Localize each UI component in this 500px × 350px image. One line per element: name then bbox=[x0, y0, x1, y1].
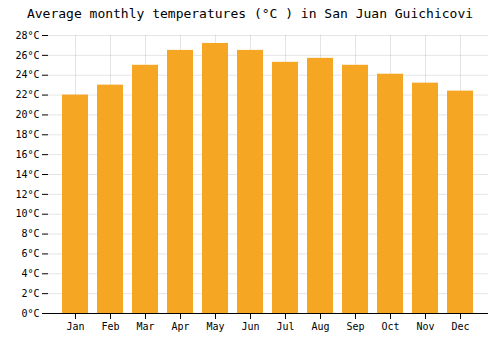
svg-text:14°C: 14°C bbox=[15, 169, 39, 180]
svg-text:20°C: 20°C bbox=[15, 109, 39, 120]
svg-text:Nov: Nov bbox=[416, 321, 434, 332]
svg-text:10°C: 10°C bbox=[15, 208, 39, 219]
svg-text:Mar: Mar bbox=[136, 321, 154, 332]
svg-text:Aug: Aug bbox=[311, 321, 329, 332]
svg-text:4°C: 4°C bbox=[21, 268, 39, 279]
svg-text:16°C: 16°C bbox=[15, 149, 39, 160]
svg-text:May: May bbox=[206, 321, 224, 332]
svg-text:26°C: 26°C bbox=[15, 50, 39, 61]
svg-text:2°C: 2°C bbox=[21, 288, 39, 299]
svg-text:24°C: 24°C bbox=[15, 69, 39, 80]
svg-text:12°C: 12°C bbox=[15, 189, 39, 200]
svg-text:Oct: Oct bbox=[381, 321, 399, 332]
svg-text:Sep: Sep bbox=[346, 321, 364, 332]
svg-text:18°C: 18°C bbox=[15, 129, 39, 140]
svg-text:0°C: 0°C bbox=[21, 308, 39, 319]
svg-text:28°C: 28°C bbox=[15, 30, 39, 41]
svg-text:6°C: 6°C bbox=[21, 248, 39, 259]
svg-text:Jul: Jul bbox=[276, 321, 294, 332]
svg-text:Apr: Apr bbox=[171, 321, 189, 332]
svg-text:8°C: 8°C bbox=[21, 228, 39, 239]
svg-text:Feb: Feb bbox=[101, 321, 119, 332]
svg-text:22°C: 22°C bbox=[15, 89, 39, 100]
html-text:Average monthly temperatures (: Average monthly temperatures (°C ) in Sa… bbox=[26, 6, 474, 21]
svg-text:Jun: Jun bbox=[241, 321, 259, 332]
svg-text:Jan: Jan bbox=[66, 321, 84, 332]
svg-text:Dec: Dec bbox=[451, 321, 469, 332]
